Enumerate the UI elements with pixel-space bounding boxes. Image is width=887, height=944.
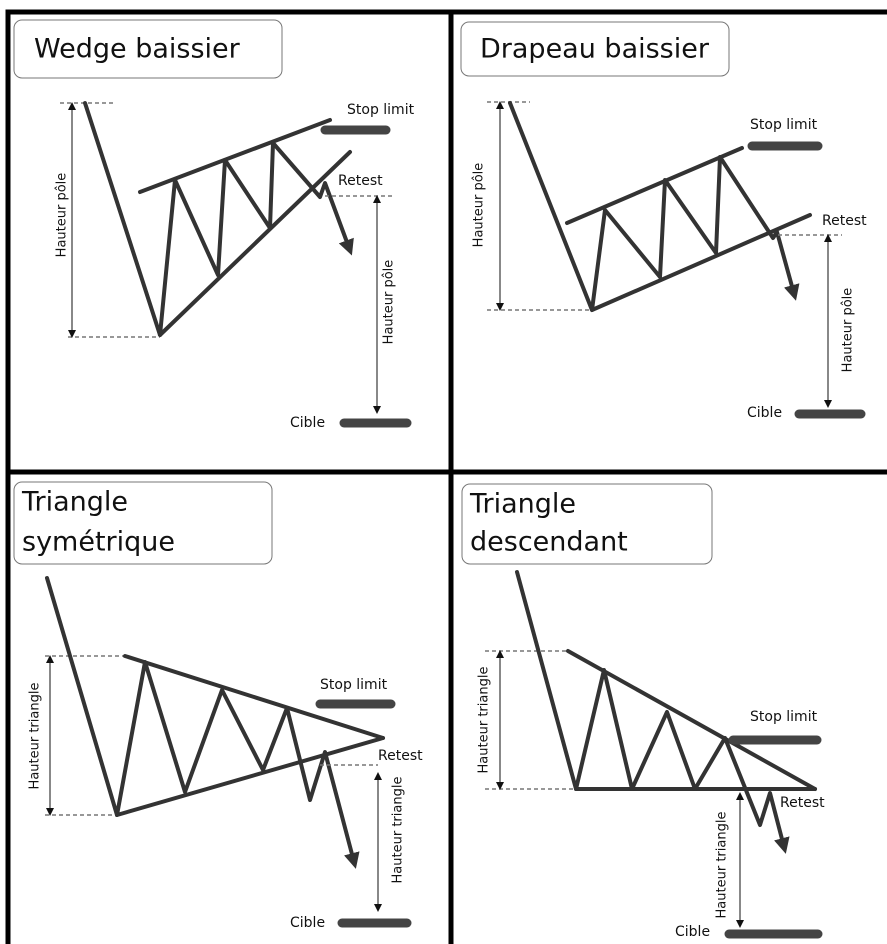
title-box [13,19,283,79]
title-box [460,21,730,77]
height-label: Hauteur triangle [391,777,406,884]
panel-desc-triangle: Triangle descendant Hauteur triangle Sto… [461,483,825,940]
target-label: Cible [290,415,325,431]
stop-label: Stop limit [347,102,415,118]
height-label: Hauteur triangle [477,667,492,774]
retest-label: Retest [378,748,423,764]
panel-title: descendant [470,527,628,558]
target-label: Cible [675,924,710,940]
panel-title: Wedge baissier [34,34,241,65]
retest-label: Retest [822,213,867,229]
height-label: Hauteur triangle [715,812,730,919]
title-box [13,481,273,565]
stop-label: Stop limit [750,117,818,133]
panel-title: symétrique [22,527,175,558]
panel-flag: Drapeau baissier Hauteur pôle Stop limit… [460,21,867,421]
panel-wedge: Wedge baissier Hauteur pôle Stop limit R… [13,19,415,431]
height-label: Hauteur triangle [28,683,43,790]
retest-label: Retest [780,795,825,811]
title-box [461,483,713,565]
panel-title: Drapeau baissier [480,34,710,65]
retest-label: Retest [338,173,383,189]
target-label: Cible [290,915,325,931]
height-label: Hauteur pôle [55,173,70,258]
height-label: Hauteur pôle [841,288,856,373]
target-label: Cible [747,405,782,421]
stop-label: Stop limit [320,677,388,693]
height-label: Hauteur pôle [382,260,397,345]
panel-title: Triangle [21,487,128,518]
frame [5,9,887,944]
panel-title: Triangle [469,489,576,520]
panel-sym-triangle: Triangle symétrique Hauteur triangle Sto… [13,481,423,931]
height-label: Hauteur pôle [472,163,487,248]
stop-label: Stop limit [750,709,818,725]
